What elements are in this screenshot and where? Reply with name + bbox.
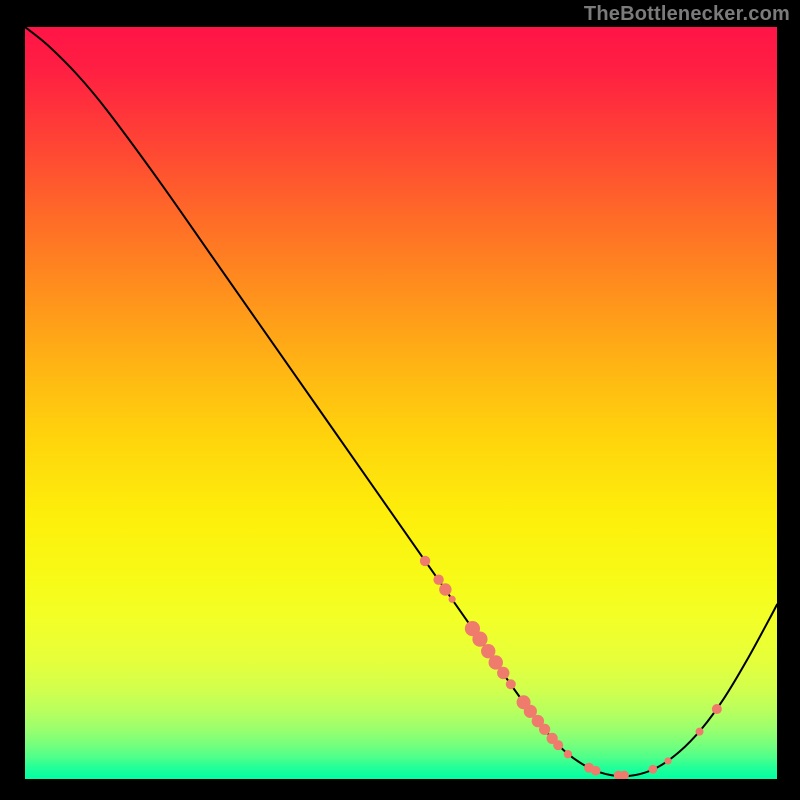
- curve-marker: [664, 757, 671, 764]
- chart-svg: [25, 27, 777, 779]
- curve-marker: [449, 596, 456, 603]
- curve-marker: [696, 728, 704, 736]
- watermark-text: TheBottlenecker.com: [584, 3, 790, 26]
- curve-marker: [591, 766, 601, 776]
- curve-marker: [712, 704, 722, 714]
- curve-marker: [433, 575, 443, 585]
- gradient-background: [25, 27, 777, 779]
- curve-marker: [439, 583, 451, 595]
- figure-root: TheBottlenecker.com: [0, 0, 800, 800]
- curve-marker: [497, 667, 509, 679]
- curve-marker: [506, 679, 516, 689]
- curve-marker: [553, 740, 563, 750]
- curve-marker: [420, 556, 430, 566]
- plot-area: [25, 27, 777, 779]
- curve-marker: [472, 632, 487, 647]
- curve-marker: [564, 750, 572, 758]
- curve-marker: [649, 765, 658, 774]
- curve-marker: [539, 724, 550, 735]
